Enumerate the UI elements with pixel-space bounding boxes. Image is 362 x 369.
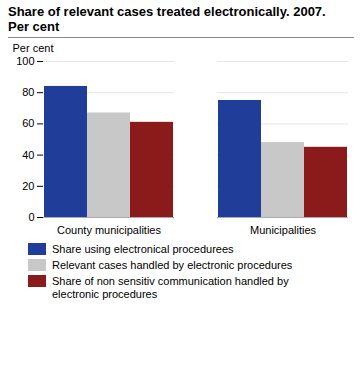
html-text:Relevant cases handled by elec: Relevant cases handled by electronic pro… bbox=[52, 259, 293, 271]
svg-text:60: 60 bbox=[22, 117, 34, 129]
svg-text:80: 80 bbox=[22, 86, 34, 98]
svg-text:County municipalities: County municipalities bbox=[57, 224, 161, 236]
svg-text:100: 100 bbox=[16, 55, 34, 67]
html-text:Share of non sensitiv communic: Share of non sensitiv communication hand… bbox=[52, 275, 289, 300]
svg-text:Per cent: Per cent bbox=[13, 42, 54, 54]
svg-text:20: 20 bbox=[22, 180, 34, 192]
html-text:Per cent: Per cent bbox=[8, 19, 60, 34]
html-text:Share using electronical proce: Share using electronical procedurees bbox=[52, 243, 234, 255]
svg-text:40: 40 bbox=[22, 149, 34, 161]
svg-text:0: 0 bbox=[28, 211, 34, 223]
html-text:Share of relevant cases treate: Share of relevant cases treated electron… bbox=[8, 4, 326, 19]
svg-text:Municipalities: Municipalities bbox=[250, 224, 317, 236]
